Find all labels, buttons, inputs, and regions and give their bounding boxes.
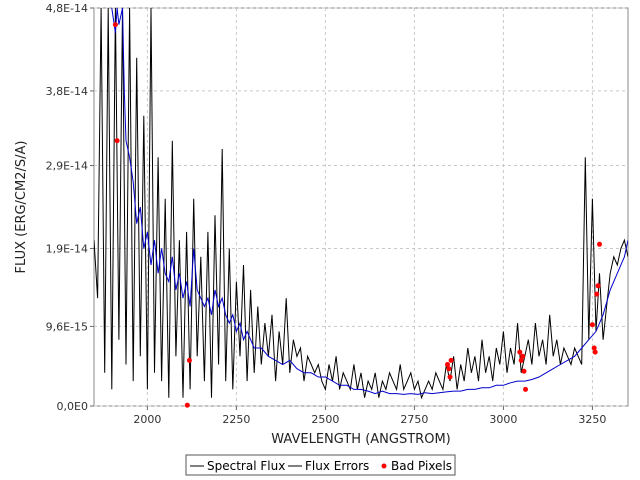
bad-pixel-point bbox=[521, 368, 527, 374]
x-tick-label: 3250 bbox=[578, 413, 606, 426]
series-layer bbox=[94, 8, 628, 400]
legend-box bbox=[185, 454, 456, 476]
bad-pixel-point bbox=[595, 283, 601, 289]
legend-label-spectral-flux: Spectral Flux bbox=[207, 459, 285, 473]
bad-pixel-point bbox=[597, 241, 602, 247]
x-tick-label: 2250 bbox=[222, 413, 250, 426]
y-axis: 0,0E0 9,6E-15 1,9E-14 2,9E-14 3,8E-14 4,8E-14 bbox=[46, 2, 94, 413]
y-tick-label: 0,0E0 bbox=[57, 400, 88, 413]
x-tick-label: 2750 bbox=[400, 413, 428, 426]
x-tick-label: 2000 bbox=[133, 413, 161, 426]
bad-pixel-point bbox=[448, 357, 454, 363]
bad-pixel-point bbox=[186, 357, 192, 363]
legend-label-flux-errors: Flux Errors bbox=[305, 459, 369, 473]
bad-pixel-point bbox=[594, 291, 600, 297]
x-tick-label: 3000 bbox=[489, 413, 517, 426]
bad-pixel-point bbox=[523, 386, 528, 392]
flux-errors-line bbox=[111, 8, 628, 395]
x-tick-label: 2500 bbox=[311, 413, 339, 426]
plot-area bbox=[93, 7, 629, 407]
x-axis: 2000 2250 2500 2750 3000 3250 bbox=[133, 406, 606, 426]
legend: Spectral Flux Flux Errors Bad Pixels bbox=[185, 454, 456, 476]
spectral-flux-line bbox=[94, 8, 628, 400]
bad-pixel-point bbox=[520, 353, 526, 359]
bad-pixel-point bbox=[517, 349, 523, 355]
bad-pixel-point bbox=[592, 349, 598, 355]
y-tick-label: 2,9E-14 bbox=[46, 160, 88, 173]
y-tick-label: 3,8E-14 bbox=[46, 85, 88, 98]
legend-label-bad-pixels: Bad Pixels bbox=[391, 459, 452, 473]
bad-pixel-point bbox=[112, 22, 118, 28]
legend-swatch-bad-pixels bbox=[381, 463, 387, 469]
bad-pixel-point bbox=[591, 345, 597, 351]
y-axis-title: FLUX (ERG/CM2/S/A) bbox=[14, 141, 29, 274]
x-axis-title: WAVELENGTH (ANGSTROM) bbox=[271, 432, 450, 447]
y-tick-label: 9,6E-15 bbox=[46, 320, 88, 333]
bad-pixel-point bbox=[445, 362, 450, 367]
bad-pixel-point bbox=[447, 374, 453, 380]
bad-pixel-point bbox=[184, 402, 190, 408]
bad-pixel-point bbox=[446, 366, 452, 372]
y-tick-label: 4,8E-14 bbox=[46, 2, 88, 15]
bad-pixel-point bbox=[114, 138, 120, 144]
bad-pixel-point bbox=[518, 357, 524, 363]
bad-pixel-points bbox=[112, 22, 602, 408]
bad-pixel-point bbox=[589, 322, 595, 328]
y-tick-label: 1,9E-14 bbox=[46, 242, 88, 255]
